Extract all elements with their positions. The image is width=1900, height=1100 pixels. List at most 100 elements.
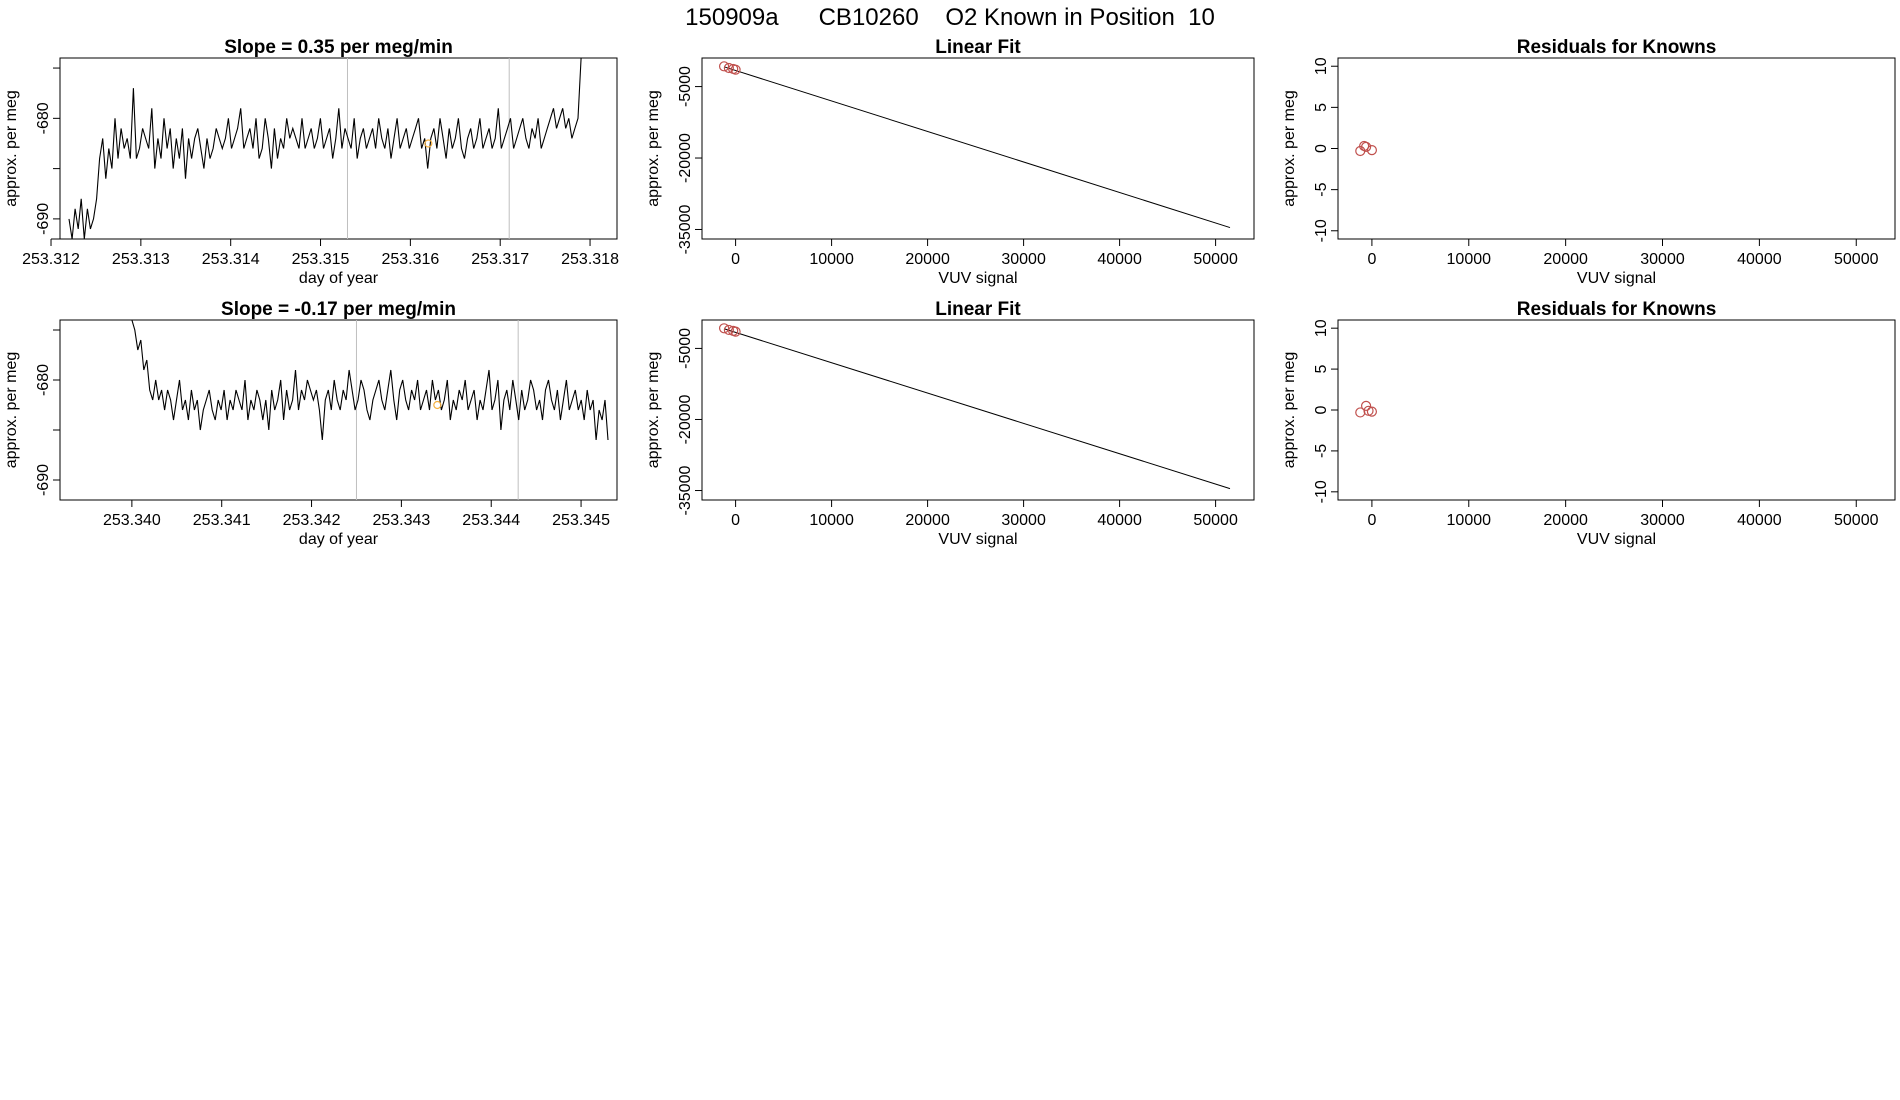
plot-frame — [1337, 57, 1896, 240]
x-tick-label: 30000 — [1001, 251, 1046, 268]
chart-linear-top: Linear Fit 0 10000 20000 30000 40000 50000 VUV … — [645, 37, 1255, 287]
x-tick-label: 40000 — [1737, 251, 1782, 268]
fit-line — [723, 328, 1231, 490]
y-tick-label: -690 — [35, 203, 52, 235]
x-tick-label: 40000 — [1737, 512, 1782, 529]
x-axis-label: VUV signal — [1577, 270, 1656, 287]
x-axis-label: VUV signal — [938, 270, 1017, 287]
x-axis-label: VUV signal — [938, 531, 1017, 548]
x-tick-label: 253.314 — [202, 251, 260, 268]
data-point — [718, 323, 730, 334]
y-tick-label: -10 — [1313, 219, 1330, 242]
x-tick-label: 0 — [731, 251, 740, 268]
x-axis-label: day of year — [299, 531, 379, 548]
y-tick-label: -35000 — [677, 466, 694, 516]
y-axis-label: approx. per meg — [645, 352, 662, 469]
data-point — [723, 324, 734, 336]
plot-frame — [59, 57, 618, 240]
y-tick-label: 10 — [1313, 57, 1330, 75]
y-tick-label: -35000 — [677, 204, 694, 254]
chart-title: Slope = 0.35 per meg/min — [224, 37, 453, 58]
page-title: 150909a CB10260 O2 Known in Position 10 — [685, 4, 1215, 31]
plot-frame — [701, 319, 1255, 501]
plot-area — [1355, 400, 1378, 418]
y-tick-label: 5 — [1313, 103, 1330, 112]
plot-frame — [59, 319, 618, 501]
x-tick-label: 50000 — [1834, 251, 1879, 268]
x-tick-label: 40000 — [1097, 251, 1142, 268]
plot-area — [718, 323, 1231, 490]
x-axis-label: VUV signal — [1577, 531, 1656, 548]
x-tick-label: 40000 — [1097, 512, 1142, 529]
x-tick-label: 50000 — [1834, 512, 1879, 529]
data-point — [730, 64, 741, 75]
x-tick-label: 0 — [1367, 251, 1376, 268]
y-tick-label: -5 — [1313, 182, 1330, 196]
y-axis-label: approx. per meg — [645, 90, 662, 207]
x-tick-label: 253.345 — [552, 512, 610, 529]
y-tick-label: -690 — [35, 464, 52, 496]
chart-residuals-bottom: Residuals for Knowns 0 10000 20000 30000 4000… — [1281, 299, 1896, 548]
x-tick-label: 30000 — [1640, 251, 1685, 268]
chart-slope-bottom: Slope = -0.17 per meg/min 253.340 253.341 2… — [3, 299, 618, 548]
x-tick-label: 10000 — [809, 251, 854, 268]
data-point — [1360, 400, 1372, 412]
x-tick-label: 253.341 — [193, 512, 251, 529]
x-tick-label: 0 — [1367, 512, 1376, 529]
chart-title: Linear Fit — [935, 299, 1021, 320]
x-tick-label: 20000 — [1543, 251, 1588, 268]
data-point — [1360, 141, 1372, 152]
x-tick-label: 0 — [731, 512, 740, 529]
x-axis-label: day of year — [299, 270, 379, 287]
y-tick-label: -10 — [1313, 480, 1330, 503]
y-axis-label: approx. per meg — [1281, 352, 1298, 469]
x-tick-label: 20000 — [1543, 512, 1588, 529]
x-tick-label: 253.316 — [381, 251, 439, 268]
data-point — [723, 62, 734, 74]
x-tick-label: 50000 — [1193, 251, 1238, 268]
x-tick-label: 253.342 — [283, 512, 341, 529]
y-tick-label: 0 — [1313, 144, 1330, 153]
y-tick-label: 10 — [1313, 319, 1330, 337]
chart-title: Residuals for Knowns — [1517, 299, 1717, 320]
x-tick-label: 20000 — [905, 251, 950, 268]
x-tick-label: 253.340 — [103, 512, 161, 529]
x-tick-label: 20000 — [905, 512, 950, 529]
y-tick-label: -5000 — [677, 328, 694, 369]
y-axis-label: approx. per meg — [3, 90, 20, 207]
x-tick-label: 30000 — [1640, 512, 1685, 529]
y-axis-label: approx. per meg — [1281, 90, 1298, 207]
plot-area — [131, 320, 609, 500]
y-tick-label: -5 — [1313, 444, 1330, 458]
x-tick-label: 253.344 — [462, 512, 520, 529]
y-tick-label: -5000 — [677, 66, 694, 107]
plot-area — [68, 58, 582, 239]
trace-line — [131, 320, 609, 441]
y-tick-label: -20000 — [677, 133, 694, 183]
x-tick-label: 10000 — [1447, 251, 1492, 268]
y-tick-label: 0 — [1313, 405, 1330, 414]
x-tick-label: 30000 — [1001, 512, 1046, 529]
chart-title: Linear Fit — [935, 37, 1021, 58]
x-tick-label: 253.317 — [471, 251, 529, 268]
data-point — [1366, 145, 1378, 156]
x-tick-label: 50000 — [1193, 512, 1238, 529]
x-tick-label: 10000 — [1447, 512, 1492, 529]
x-tick-label: 253.313 — [112, 251, 170, 268]
x-tick-label: 10000 — [809, 512, 854, 529]
plot-area — [1355, 140, 1378, 157]
plot-frame — [701, 57, 1255, 240]
y-axis-label: approx. per meg — [3, 352, 20, 469]
chart-title: Residuals for Knowns — [1517, 37, 1717, 58]
data-point — [730, 326, 741, 337]
chart-slope-top: Slope = 0.35 per meg/min 253.312 253.313 25… — [3, 37, 619, 287]
x-tick-label: 253.315 — [292, 251, 350, 268]
x-tick-label: 253.343 — [372, 512, 430, 529]
chart-residuals-top: Residuals for Knowns 0 10000 20000 30000 4000… — [1281, 37, 1896, 287]
mean-marker — [424, 139, 433, 148]
y-tick-label: -20000 — [677, 394, 694, 444]
data-point — [718, 61, 730, 72]
y-tick-label: -680 — [35, 364, 52, 396]
fit-line — [723, 66, 1231, 229]
